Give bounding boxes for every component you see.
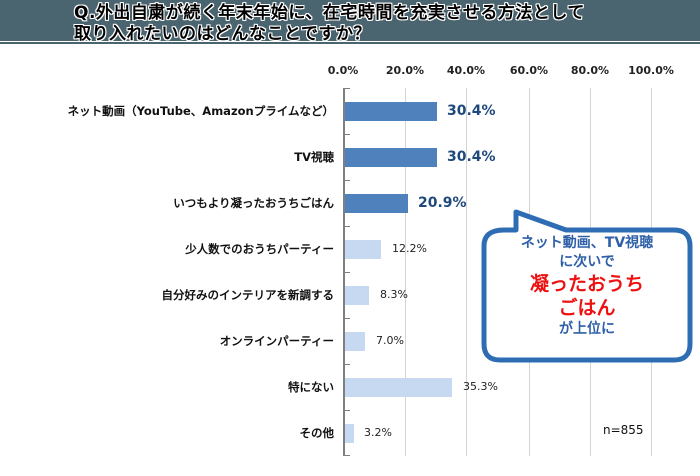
category-label: 特にない [288, 380, 334, 394]
x-tick-label: 20.0% [385, 64, 425, 77]
value-label: 8.3% [380, 288, 408, 301]
callout-line: ネット動画、TV視聴 [520, 235, 654, 251]
x-tick-label: 40.0% [446, 64, 486, 77]
category-label: ネット動画（YouTube、Amazonプライムなど） [67, 104, 334, 118]
y-tick [345, 455, 350, 456]
bar-net-video [345, 102, 437, 121]
y-tick [345, 226, 350, 227]
value-label: 35.3% [463, 380, 498, 393]
category-label: いつもより凝ったおうちごはん [173, 196, 334, 210]
y-tick [345, 180, 350, 181]
chart-title-line2: 取り入れたいのはどんなことですか？ [74, 24, 371, 44]
category-label: 少人数でのおうちパーティー [185, 242, 334, 256]
category-label: オンラインパーティー [219, 334, 334, 348]
x-tick-label: 60.0% [509, 64, 549, 77]
bar-interior [345, 286, 369, 305]
category-label: 自分好みのインテリアを新調する [161, 288, 335, 302]
y-tick [345, 364, 350, 365]
callout-line: が上位に [559, 321, 615, 337]
chart-title: Q.外出自粛が続く年末年始に、在宅時間を充実させる方法として 取り入れたいのはど… [74, 3, 694, 45]
callout-line: に次いで [559, 254, 615, 270]
value-label: 3.2% [364, 426, 392, 439]
x-tick-label: 100.0% [628, 64, 674, 77]
category-label: TV視聴 [294, 150, 334, 164]
category-label: その他 [299, 426, 335, 440]
y-tick [345, 134, 350, 135]
callout-highlight: 凝ったおうち [529, 273, 644, 295]
bar-home-party [345, 240, 381, 259]
bar-tv [345, 148, 437, 167]
y-tick [345, 318, 350, 319]
bar-online-party [345, 332, 365, 351]
value-label: 30.4% [447, 149, 496, 165]
value-label: 30.4% [447, 103, 496, 119]
header-band [0, 0, 700, 41]
callout-highlight: ごはん [558, 297, 616, 319]
bar-home-cooking [345, 194, 408, 213]
callout-bubble: ネット動画、TV視聴 に次いで 凝ったおうち ごはん が上位に [478, 206, 696, 366]
callout-text: ネット動画、TV視聴 に次いで 凝ったおうち ごはん が上位に [484, 234, 690, 339]
y-tick [345, 272, 350, 273]
x-tick-label: 80.0% [570, 64, 610, 77]
sample-size-label: n=855 [603, 423, 644, 437]
value-label: 20.9% [418, 195, 467, 211]
x-tick-label: 0.0% [327, 64, 359, 77]
value-label: 12.2% [392, 242, 427, 255]
callout-shape-icon [481, 209, 693, 363]
y-tick [345, 410, 350, 411]
value-label: 7.0% [376, 334, 404, 347]
bar-nothing [345, 378, 452, 397]
y-tick [345, 88, 350, 89]
gridline [405, 88, 406, 456]
y-axis-line [343, 88, 345, 456]
bar-other [345, 424, 354, 443]
chart-title-line1: Q.外出自粛が続く年末年始に、在宅時間を充実させる方法として [74, 3, 585, 23]
gridline [466, 88, 467, 456]
header-rule [0, 42, 700, 44]
